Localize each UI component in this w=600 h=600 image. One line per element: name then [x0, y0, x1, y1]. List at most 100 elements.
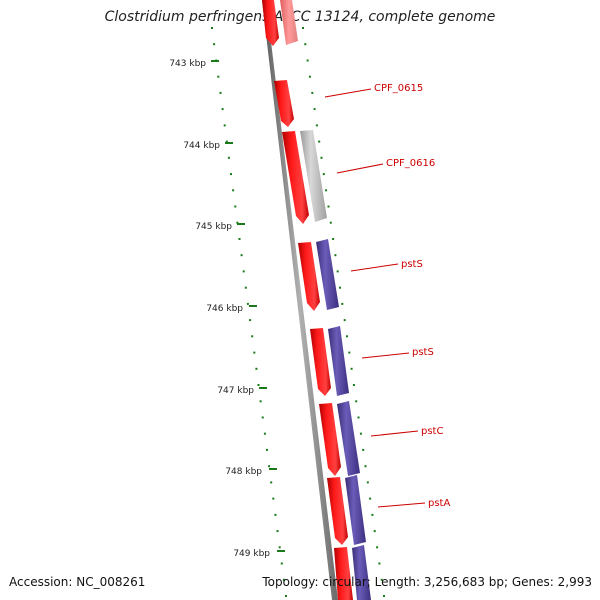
- feature-label-psts-1: pstS: [401, 259, 423, 270]
- cds-feature: [334, 547, 353, 600]
- cds-feature: [298, 242, 320, 311]
- ring-dot: [257, 384, 260, 386]
- ring-dot: [255, 367, 258, 370]
- cds-feature: [274, 80, 294, 127]
- ring-dot: [322, 173, 325, 176]
- ring-dot: [334, 254, 337, 257]
- ring-dot: [376, 546, 379, 549]
- cds-feature: [262, 0, 279, 46]
- ring-dot: [366, 481, 369, 484]
- map-title: Clostridium perfringens ATCC 13124, comp…: [104, 9, 496, 25]
- gene-feature: [316, 239, 339, 310]
- ring-dot: [373, 530, 376, 533]
- ring-dot: [357, 416, 360, 419]
- forward-strand-features: [262, 0, 353, 600]
- ring-dot: [350, 367, 353, 370]
- ring-dot: [336, 270, 339, 273]
- cds-feature: [282, 131, 309, 224]
- ring-dot: [253, 351, 256, 354]
- feature-label-psta: pstA: [428, 498, 450, 509]
- ring-dot: [362, 448, 365, 451]
- tick-label: 747 kbp: [217, 386, 254, 396]
- ring-dot: [327, 205, 330, 208]
- gene-feature: [352, 545, 371, 600]
- feature-label-cpf-0616: CPF_0616: [386, 158, 435, 169]
- ring-dot: [280, 562, 283, 565]
- ring-dot: [380, 578, 383, 581]
- cds-feature: [327, 477, 348, 545]
- kbp-ticks: 743 kbp 744 kbp 745 kbp 746 kbp 747 kbp …: [169, 59, 285, 559]
- ring-dot: [276, 530, 279, 533]
- tick-label: 749 kbp: [233, 549, 270, 559]
- ring-dot: [359, 432, 362, 435]
- gene-feature: [328, 326, 349, 396]
- ring-dot: [318, 140, 321, 143]
- feature-label-psts-2: pstS: [412, 347, 434, 358]
- ring-dot: [266, 448, 268, 451]
- label-leader-line: [324, 88, 372, 98]
- ring-dot: [227, 156, 230, 159]
- ring-dot: [219, 91, 222, 94]
- ring-dot: [251, 335, 254, 338]
- ring-dot: [325, 189, 328, 192]
- label-leader-line: [370, 430, 419, 437]
- tick-label: 743 kbp: [169, 59, 206, 69]
- gene-feature: [337, 401, 360, 476]
- tick-label: 748 kbp: [225, 467, 262, 477]
- ring-dot: [240, 254, 243, 257]
- ring-dot: [234, 205, 237, 208]
- ring-dot: [225, 140, 228, 143]
- ring-dot: [213, 43, 216, 46]
- ring-dot: [223, 124, 226, 127]
- feature-label-cpf-0615: CPF_0615: [374, 83, 423, 94]
- ring-dot: [274, 513, 277, 516]
- ring-dot: [306, 59, 309, 62]
- ring-dot: [341, 302, 344, 305]
- ring-dot: [238, 238, 241, 240]
- genome-summary-text: Topology: circular; Length: 3,256,683 bp…: [262, 575, 592, 589]
- ring-dot: [221, 108, 224, 111]
- ring-dot: [232, 189, 235, 192]
- ring-dot: [355, 400, 358, 403]
- ring-dot: [261, 416, 264, 419]
- tick-label: 746 kbp: [206, 304, 243, 314]
- ring-dot: [230, 173, 232, 176]
- feature-label-pstc: pstC: [421, 426, 443, 437]
- ring-dot: [270, 481, 273, 484]
- ring-dot: [332, 238, 335, 240]
- ring-dot: [211, 27, 213, 29]
- cds-feature: [319, 403, 341, 476]
- gene-feature: [300, 130, 327, 222]
- ring-dot: [343, 319, 346, 322]
- accession-text: Accession: NC_008261: [9, 575, 146, 589]
- gene-feature: [280, 0, 298, 45]
- outer-dotted-ring: [302, 27, 385, 597]
- ring-dot: [371, 513, 374, 516]
- ring-dot: [236, 221, 239, 224]
- genome-backbone: [262, 0, 338, 600]
- ring-dot: [278, 546, 281, 549]
- ring-dot: [308, 75, 311, 78]
- tick-label: 745 kbp: [195, 222, 232, 232]
- ring-dot: [246, 302, 249, 305]
- ring-dot: [268, 465, 271, 468]
- label-leader-line: [336, 163, 384, 174]
- label-leader-line: [377, 502, 426, 508]
- ring-dot: [348, 351, 351, 354]
- ring-dot: [259, 400, 262, 403]
- ring-dot: [313, 108, 316, 111]
- gene-feature: [345, 475, 366, 545]
- ring-dot: [282, 578, 285, 581]
- ring-dot: [339, 286, 341, 289]
- label-leader-line: [350, 263, 399, 272]
- ring-dot: [311, 91, 314, 94]
- ring-dot: [352, 384, 355, 386]
- ring-dot: [285, 595, 287, 597]
- ring-dot: [320, 156, 323, 159]
- ring-dot: [364, 465, 367, 468]
- feature-labels: CPF_0615 CPF_0616 pstS pstS pstC pstA: [324, 83, 450, 509]
- ring-dot: [242, 270, 245, 273]
- ring-dot: [346, 335, 348, 338]
- ring-dot: [378, 562, 381, 565]
- label-leader-line: [361, 352, 410, 359]
